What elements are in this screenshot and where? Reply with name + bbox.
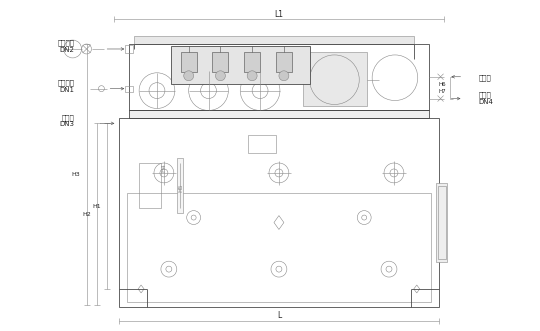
Text: H2: H2	[83, 212, 91, 216]
Text: 出水口: 出水口	[478, 91, 491, 98]
Text: DN2: DN2	[60, 47, 75, 53]
Bar	[181, 52, 197, 72]
Bar	[212, 52, 228, 72]
Text: DN4: DN4	[478, 99, 493, 105]
Bar	[139, 163, 161, 208]
Circle shape	[184, 71, 194, 81]
Text: DN1: DN1	[59, 87, 75, 93]
Text: 供低压油: 供低压油	[58, 40, 75, 46]
Text: L1: L1	[274, 10, 284, 19]
Bar	[127, 193, 430, 302]
Bar	[125, 86, 133, 92]
Bar	[129, 44, 429, 111]
Bar	[436, 183, 448, 262]
Text: 回油口: 回油口	[62, 114, 75, 121]
Text: L: L	[277, 311, 281, 320]
Bar	[119, 118, 438, 307]
Text: H6: H6	[439, 82, 447, 87]
Text: H1: H1	[93, 204, 102, 209]
Text: H7: H7	[439, 89, 447, 94]
Bar	[437, 186, 446, 259]
Bar	[244, 52, 260, 72]
Bar	[171, 46, 309, 84]
Circle shape	[279, 71, 289, 81]
Bar	[303, 52, 367, 107]
Text: DN3: DN3	[59, 121, 75, 127]
Bar	[129, 111, 429, 118]
Circle shape	[247, 71, 257, 81]
Text: 进水口: 进水口	[478, 74, 491, 81]
Bar	[177, 158, 183, 213]
Circle shape	[215, 71, 225, 81]
Text: H4: H4	[161, 164, 166, 172]
Bar	[248, 135, 276, 153]
Text: H3: H3	[72, 172, 80, 177]
Bar	[134, 36, 414, 44]
Text: 供高压油: 供高压油	[58, 79, 75, 86]
Text: H5: H5	[178, 183, 183, 192]
Bar	[125, 45, 133, 53]
Bar	[276, 52, 292, 72]
